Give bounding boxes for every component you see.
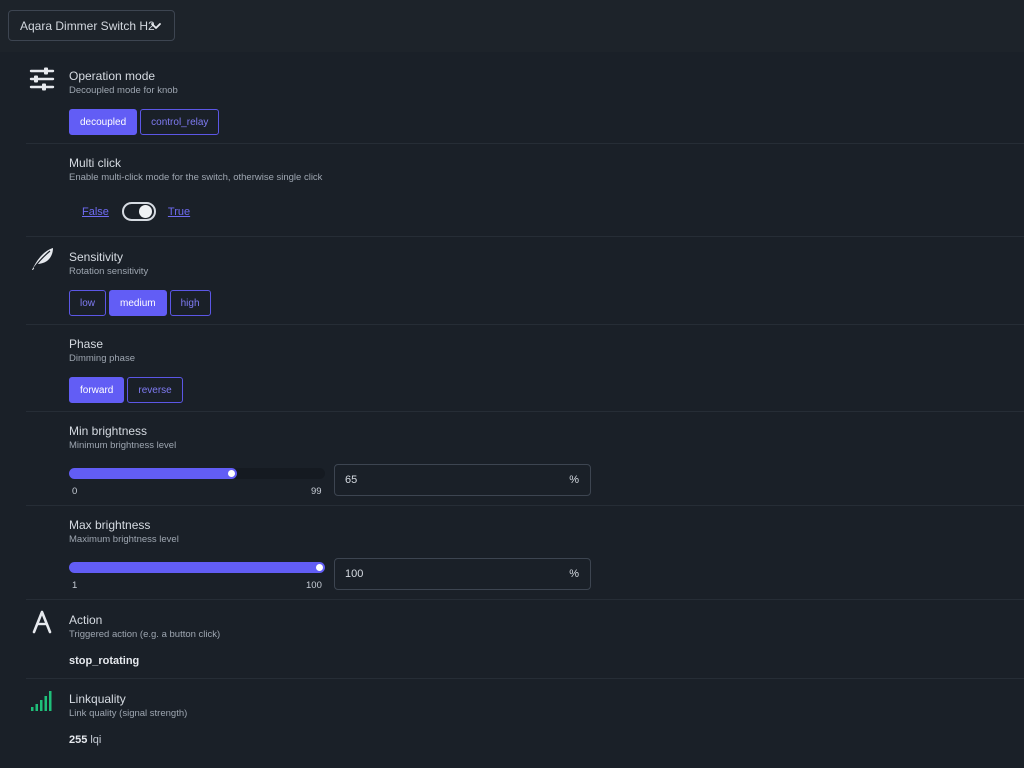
linkquality-unit: lqi	[90, 734, 102, 746]
phase-forward-button[interactable]: forward	[69, 377, 125, 403]
sensitivity-description: Rotation sensitivity	[69, 266, 149, 277]
letter-a-icon	[32, 610, 52, 634]
min-brightness-description: Minimum brightness level	[69, 440, 177, 451]
action-title: Action	[69, 613, 103, 627]
action-description: Triggered action (e.g. a button click)	[69, 629, 221, 640]
min-brightness-unit: %	[569, 474, 579, 486]
slider-thumb[interactable]	[228, 470, 236, 477]
action-value: stop_rotating	[69, 655, 140, 667]
min-brightness-input-value: 65	[345, 474, 358, 486]
max-brightness-input[interactable]: 100 %	[334, 558, 591, 590]
linkquality-description: Link quality (signal strength)	[69, 708, 188, 719]
signal-bars-icon	[31, 691, 52, 711]
multi-click-true-link[interactable]: True	[167, 205, 191, 218]
multi-click-switch[interactable]	[121, 202, 156, 221]
sensitivity-high-button[interactable]: high	[169, 290, 211, 316]
max-brightness-title: Max brightness	[69, 518, 151, 532]
operation-mode-title: Operation mode	[69, 69, 156, 83]
max-brightness-input-value: 100	[345, 568, 364, 580]
feather-icon	[32, 248, 53, 270]
slider-fill	[69, 468, 238, 479]
sensitivity-options: low medium high	[69, 290, 211, 316]
operation-mode-decoupled-button[interactable]: decoupled	[69, 109, 138, 135]
min-brightness-range-min: 0	[72, 486, 78, 497]
min-brightness-input[interactable]: 65 %	[334, 464, 591, 496]
phase-reverse-button[interactable]: reverse	[127, 377, 183, 403]
phase-title: Phase	[69, 337, 104, 351]
divider	[26, 505, 1024, 506]
sliders-icon	[29, 67, 55, 91]
phase-description: Dimming phase	[69, 353, 135, 364]
device-select[interactable]: Aqara Dimmer Switch H2	[8, 10, 175, 41]
operation-mode-control-relay-button[interactable]: control_relay	[140, 109, 220, 135]
multi-click-false-link[interactable]: False	[82, 205, 109, 218]
linkquality-value: 255 lqi	[69, 734, 101, 746]
slider-thumb[interactable]	[316, 564, 323, 571]
max-brightness-description: Maximum brightness level	[69, 534, 179, 545]
multi-click-title: Multi click	[69, 156, 122, 170]
divider	[26, 411, 1024, 412]
sensitivity-medium-button[interactable]: medium	[109, 290, 167, 316]
operation-mode-options: decoupled control_relay	[69, 109, 220, 135]
max-brightness-range-max: 100	[306, 580, 322, 591]
max-brightness-unit: %	[569, 568, 579, 580]
max-brightness-range-min: 1	[72, 580, 78, 591]
chevron-down-icon	[151, 23, 161, 29]
divider	[26, 143, 1024, 144]
slider-fill	[69, 562, 325, 573]
switch-knob	[138, 205, 152, 218]
operation-mode-description: Decoupled mode for knob	[69, 85, 178, 96]
max-brightness-slider[interactable]	[69, 562, 325, 573]
min-brightness-title: Min brightness	[69, 424, 148, 438]
top-bar: Aqara Dimmer Switch H2	[0, 0, 1024, 52]
phase-options: forward reverse	[69, 377, 183, 403]
linkquality-title: Linkquality	[69, 692, 126, 706]
divider	[26, 678, 1024, 679]
divider	[26, 236, 1024, 237]
sensitivity-low-button[interactable]: low	[69, 290, 107, 316]
multi-click-toggle: False True	[82, 202, 190, 221]
device-select-value: Aqara Dimmer Switch H2	[20, 18, 155, 33]
divider	[26, 599, 1024, 600]
multi-click-description: Enable multi-click mode for the switch, …	[69, 172, 323, 183]
linkquality-number: 255	[69, 734, 88, 746]
sensitivity-title: Sensitivity	[69, 250, 124, 264]
exposes-panel: Operation mode Decoupled mode for knob d…	[0, 52, 1024, 768]
min-brightness-range-max: 99	[311, 486, 322, 497]
min-brightness-slider[interactable]	[69, 468, 325, 479]
divider	[26, 324, 1024, 325]
